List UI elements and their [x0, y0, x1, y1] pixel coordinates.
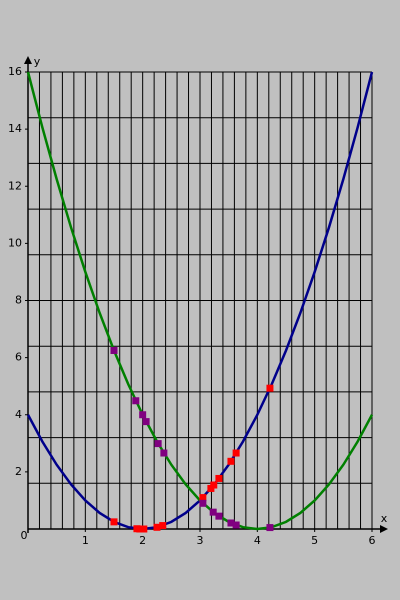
point	[210, 481, 218, 489]
x-tick-label: 5	[311, 534, 318, 547]
point	[232, 521, 240, 529]
y-tick-label: 16	[8, 65, 22, 78]
point	[110, 518, 118, 526]
point	[266, 524, 274, 532]
y-tick-label: 6	[15, 351, 22, 364]
point	[139, 411, 147, 419]
y-tick-label: 2	[15, 465, 22, 478]
x-tick-label: 6	[369, 534, 376, 547]
x-tick-label: 4	[254, 534, 261, 547]
point	[232, 449, 240, 457]
point	[110, 346, 118, 354]
point	[132, 397, 140, 405]
point	[140, 525, 148, 533]
point	[215, 512, 223, 520]
y-tick-label: 4	[15, 408, 22, 421]
point	[136, 525, 144, 533]
point	[227, 519, 235, 527]
point	[199, 494, 207, 502]
origin-label: 0	[21, 529, 28, 542]
x-axis-label: x	[381, 512, 388, 525]
point	[153, 523, 161, 531]
y-tick-label: 10	[8, 236, 22, 249]
point	[209, 508, 217, 516]
x-tick-label: 3	[197, 534, 204, 547]
y-axis-label: y	[34, 55, 41, 68]
y-arrow	[24, 56, 32, 64]
y-tick-label: 12	[8, 179, 22, 192]
point	[160, 449, 168, 457]
x-arrow	[380, 525, 388, 533]
point	[227, 457, 235, 465]
y-tick-label: 8	[15, 294, 22, 307]
x-tick-label: 1	[82, 534, 89, 547]
point	[154, 440, 162, 448]
point	[266, 384, 274, 392]
point	[215, 474, 223, 482]
point	[142, 418, 150, 426]
point	[199, 499, 207, 507]
point	[159, 522, 167, 530]
y-tick-label: 14	[8, 122, 22, 135]
x-tick-label: 2	[139, 534, 146, 547]
